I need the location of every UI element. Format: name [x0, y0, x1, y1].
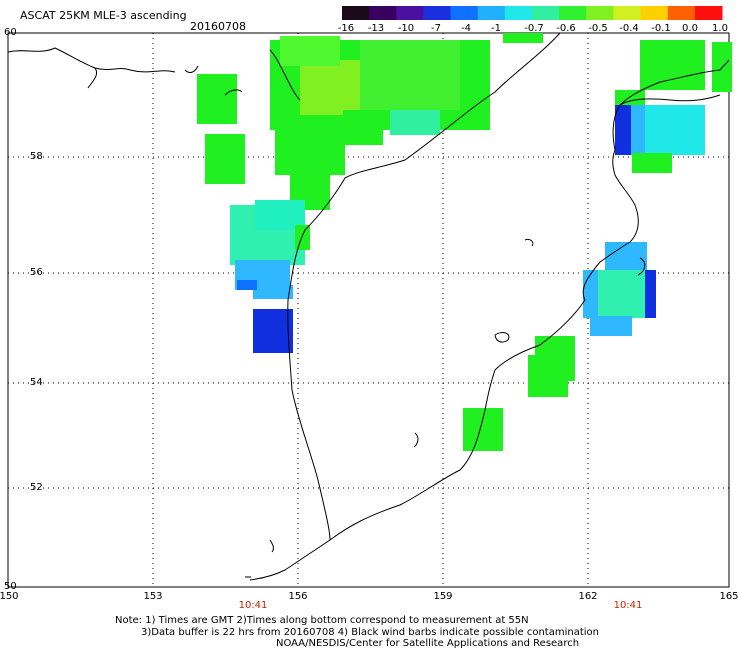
- note-line-3: NOAA/NESDIS/Center for Satellite Applica…: [276, 638, 580, 649]
- colorbar-label: -10: [397, 23, 415, 34]
- lat-label: 52: [30, 482, 43, 493]
- lon-label: 153: [143, 591, 163, 602]
- lon-label: 165: [719, 591, 739, 602]
- lon-label: 162: [578, 591, 598, 602]
- colorbar-label: -7: [431, 23, 441, 34]
- colorbar-segment: [369, 6, 397, 20]
- colorbar-label: -0.6: [556, 23, 576, 34]
- colorbar-segment: [450, 6, 479, 20]
- wind-data-patches: [197, 33, 732, 451]
- lon-label: 159: [433, 591, 453, 602]
- lat-label: 56: [30, 267, 43, 278]
- colorbar-segment: [504, 6, 533, 20]
- colorbar-segment: [586, 6, 614, 20]
- coastline: [7, 32, 730, 581]
- lat-label: 54: [30, 377, 43, 388]
- pass-time-label: 10:41: [613, 600, 643, 611]
- colorbar: [342, 6, 723, 20]
- map-date: 20160708: [190, 20, 246, 33]
- lat-label: 58: [30, 151, 43, 162]
- colorbar-segment: [396, 6, 424, 20]
- colorbar-label: -0.7: [524, 23, 544, 34]
- colorbar-label: -0.5: [588, 23, 608, 34]
- colorbar-segment: [559, 6, 587, 20]
- colorbar-segment: [640, 6, 669, 20]
- map-frame: [7, 32, 730, 588]
- lat-label: 60: [4, 27, 17, 38]
- colorbar-label: -4: [461, 23, 471, 34]
- colorbar-segment: [477, 6, 506, 20]
- colorbar-segment: [694, 6, 723, 20]
- lon-label: 150: [0, 591, 19, 602]
- colorbar-segment: [423, 6, 452, 20]
- colorbar-label: -0.1: [651, 23, 671, 34]
- map-title: ASCAT 25KM MLE-3 ascending: [20, 9, 187, 22]
- colorbar-label: -13: [367, 23, 385, 34]
- lat-label: 50: [4, 581, 17, 592]
- colorbar-label: -0.4: [619, 23, 639, 34]
- colorbar-segment: [613, 6, 642, 20]
- colorbar-label: -1: [491, 23, 501, 34]
- pass-time-label: 10:41: [238, 600, 268, 611]
- colorbar-label: 0.0: [682, 23, 698, 34]
- colorbar-segment: [342, 6, 370, 20]
- note-line-1: Note: 1) Times are GMT 2)Times along bot…: [115, 615, 529, 626]
- note-line-2: 3)Data buffer is 22 hrs from 20160708 4)…: [141, 627, 599, 638]
- lon-label: 156: [288, 591, 308, 602]
- colorbar-labels: -16 -13 -10 -7 -4 -1 -0.7 -0.6 -0.5 -0.4…: [326, 23, 740, 35]
- colorbar-label: -16: [337, 23, 355, 34]
- colorbar-label: 1.0: [712, 23, 728, 34]
- colorbar-segment: [667, 6, 696, 20]
- colorbar-segment: [532, 6, 560, 20]
